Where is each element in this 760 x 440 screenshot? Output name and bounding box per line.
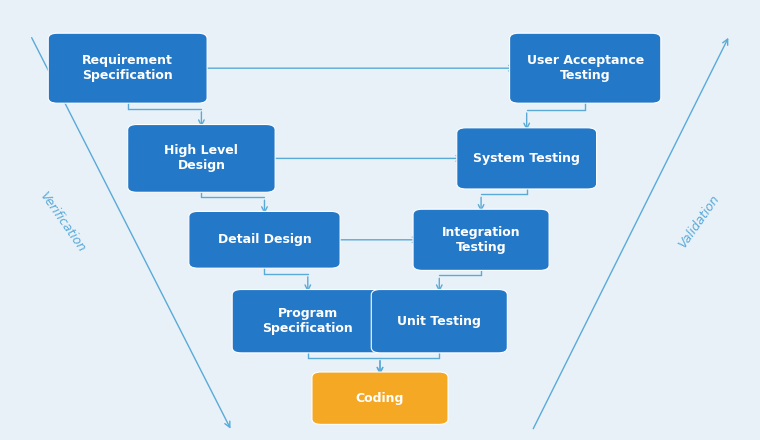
Text: High Level
Design: High Level Design bbox=[164, 144, 239, 172]
FancyBboxPatch shape bbox=[49, 33, 207, 103]
Text: Requirement
Specification: Requirement Specification bbox=[82, 54, 173, 82]
FancyBboxPatch shape bbox=[188, 211, 340, 268]
Text: Detail Design: Detail Design bbox=[217, 233, 312, 246]
Text: Validation: Validation bbox=[676, 193, 722, 251]
FancyBboxPatch shape bbox=[509, 33, 660, 103]
Text: Coding: Coding bbox=[356, 392, 404, 405]
Text: System Testing: System Testing bbox=[473, 152, 580, 165]
Text: Integration
Testing: Integration Testing bbox=[442, 226, 521, 254]
FancyBboxPatch shape bbox=[312, 372, 448, 424]
FancyBboxPatch shape bbox=[233, 290, 383, 353]
Text: Unit Testing: Unit Testing bbox=[397, 315, 481, 328]
Text: Verification: Verification bbox=[36, 190, 88, 255]
FancyBboxPatch shape bbox=[457, 128, 597, 189]
Text: Program
Specification: Program Specification bbox=[262, 307, 353, 335]
FancyBboxPatch shape bbox=[371, 290, 508, 353]
FancyBboxPatch shape bbox=[413, 209, 549, 270]
Text: User Acceptance
Testing: User Acceptance Testing bbox=[527, 54, 644, 82]
FancyBboxPatch shape bbox=[128, 125, 275, 192]
